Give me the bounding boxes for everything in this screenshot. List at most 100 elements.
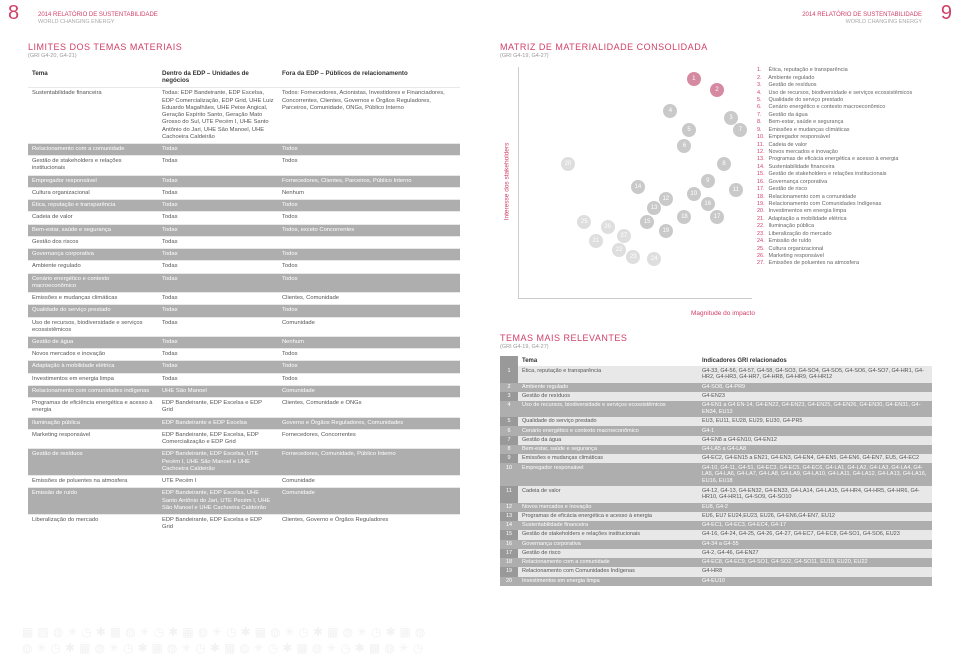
- row-gri: EU3, EU11, EU28, EU29, EU30, G4-PR5: [698, 417, 932, 426]
- legend-item: 18. Relacionamento com a comunidade: [757, 194, 932, 201]
- row-number: 2: [500, 383, 518, 392]
- legend-item: 10. Empregador responsável: [757, 134, 932, 141]
- matrix-bubble: 10: [687, 187, 701, 201]
- relevant-col-tema: Tema: [518, 356, 698, 366]
- table-cell: Clientes, Governo e Órgãos Reguladores: [278, 514, 460, 533]
- matrix-bubble: 18: [677, 210, 691, 224]
- relevant-table: Tema Indicadores GRI relacionados 1Ética…: [500, 356, 932, 585]
- table-row: Novos mercados e inovaçãoTodasTodos: [28, 349, 460, 361]
- table-cell: Todos: Fornecedores, Acionistas, Investi…: [278, 88, 460, 144]
- legend-item: 14. Sustentabilidade financeira: [757, 164, 932, 171]
- row-gri: EU8, G4-2: [698, 503, 932, 512]
- table-cell: Marketing responsável: [28, 429, 158, 448]
- table-cell: Comunidade: [278, 385, 460, 397]
- table-cell: EDP Bandeirante, EDP Escelsa e EDP Grid: [158, 514, 278, 533]
- table-cell: Sustentabilidade financeira: [28, 88, 158, 144]
- table-cell: EDP Bandeirante, EDP Escelsa, UTE Pecém …: [158, 449, 278, 476]
- table-row: Cultura organizacionalTodasNenhum: [28, 187, 460, 199]
- limits-col-dentro: Dentro da EDP – Unidades de negócios: [158, 67, 278, 88]
- table-cell: Todos: [278, 200, 460, 212]
- legend-item: 9. Emissões e mudanças climáticas: [757, 127, 932, 134]
- row-number: 17: [500, 549, 518, 558]
- table-cell: Gestão dos riscos: [28, 236, 158, 248]
- table-cell: Todos: [278, 305, 460, 317]
- legend-item: 19. Relacionamento com Comunidades Indíg…: [757, 201, 932, 208]
- table-cell: Novos mercados e inovação: [28, 349, 158, 361]
- table-row: Bem-estar, saúde e segurançaTodasTodos, …: [28, 224, 460, 236]
- row-theme: Uso de recursos, biodiversidade e serviç…: [518, 401, 698, 417]
- matrix-bubble: 27: [617, 229, 631, 243]
- row-number: 6: [500, 426, 518, 435]
- legend-item: 15. Gestão de stakeholders e relações in…: [757, 171, 932, 178]
- table-row: Liberalização do mercadoEDP Bandeirante,…: [28, 514, 460, 533]
- matrix-bubble: 14: [631, 180, 645, 194]
- matrix-bubble: 24: [647, 252, 661, 266]
- table-cell: Todas: [158, 261, 278, 273]
- table-cell: EDP Bandeirante e EDP Escelsa: [158, 417, 278, 429]
- table-row: Emissões e mudanças climáticasTodasClien…: [28, 293, 460, 305]
- row-gri: G4-12, G4-13, G4-EN32, G4-EN33, G4-LA14,…: [698, 486, 932, 502]
- table-cell: EDP Bandeirante, EDP Escelsa e EDP Grid: [158, 398, 278, 417]
- table-cell: Todos: [278, 373, 460, 385]
- table-cell: Nenhum: [278, 187, 460, 199]
- table-cell: Todas: [158, 200, 278, 212]
- table-row: Investimentos em energia limpaTodasTodos: [28, 373, 460, 385]
- row-gri: G4-EN1 a G4 EN-14, G4-EN22, G4-EN23, G4-…: [698, 401, 932, 417]
- table-cell: Todos: [278, 144, 460, 156]
- limits-title: LIMITES DOS TEMAS MATERIAIS: [28, 42, 460, 52]
- table-row: 16Governança corporativaG4-34 a G4-55: [500, 540, 932, 549]
- table-cell: Todos: [278, 156, 460, 175]
- table-cell: Relacionamento com comunidades indígenas: [28, 385, 158, 397]
- row-theme: Relacionamento com a comunidade: [518, 558, 698, 567]
- table-row: 13Programas de eficácia energética e ace…: [500, 512, 932, 521]
- row-number: 3: [500, 392, 518, 401]
- row-number: 4: [500, 401, 518, 417]
- legend-item: 23. Liberalização do mercado: [757, 231, 932, 238]
- table-cell: Gestão de água: [28, 337, 158, 349]
- table-row: 3Gestão de resíduosG4-EN23: [500, 392, 932, 401]
- matrix-axis-x: Magnitude do impacto: [514, 310, 932, 317]
- table-cell: Bem-estar, saúde e segurança: [28, 224, 158, 236]
- legend-item: 1. Ética, reputação e transparência: [757, 67, 932, 74]
- legend-item: 26. Marketing responsável: [757, 253, 932, 260]
- table-row: 6Cenário energético e contexto macroecon…: [500, 426, 932, 435]
- row-gri: G4-16, G4-24, G4-25, G4-26, G4-27, G4-EC…: [698, 530, 932, 539]
- row-number: 18: [500, 558, 518, 567]
- table-row: 18Relacionamento com a comunidadeG4-EC8,…: [500, 558, 932, 567]
- matrix-bubble: 23: [626, 250, 640, 264]
- table-cell: Emissões e mudanças climáticas: [28, 293, 158, 305]
- matrix-bubble: 20: [561, 157, 575, 171]
- table-cell: Todas: [158, 293, 278, 305]
- row-theme: Gestão de resíduos: [518, 392, 698, 401]
- row-gri: G4-LA5 a G4-LA8: [698, 445, 932, 454]
- header-sub-r: WORLD CHANGING ENERGY: [846, 19, 922, 25]
- table-row: 5Qualidade do serviço prestadoEU3, EU11,…: [500, 417, 932, 426]
- table-row: 12Novos mercados e inovaçãoEU8, G4-2: [500, 503, 932, 512]
- page-left: 8 2014 RELATÓRIO DE SUSTENTABILIDADE WOR…: [0, 0, 480, 668]
- table-cell: Todas: [158, 224, 278, 236]
- row-gri: G4-2, G4-46, G4-EN27: [698, 549, 932, 558]
- table-cell: Programas de eficiência energética e ace…: [28, 398, 158, 417]
- row-theme: Gestão da água: [518, 436, 698, 445]
- header-sub: WORLD CHANGING ENERGY: [38, 19, 114, 25]
- table-cell: Todas: [158, 175, 278, 187]
- table-row: Qualidade do serviço prestadoTodasTodos: [28, 305, 460, 317]
- table-row: Cadeia de valorTodasTodos: [28, 212, 460, 224]
- row-gri: G4-10, G4-11, G4-51, G4-EC3, G4-EC5, G4-…: [698, 463, 932, 486]
- legend-item: 8. Bem-estar, saúde e segurança: [757, 119, 932, 126]
- table-row: Iluminação públicaEDP Bandeirante e EDP …: [28, 417, 460, 429]
- matrix-bubble: 4: [663, 104, 677, 118]
- row-theme: Ambiente regulado: [518, 383, 698, 392]
- matrix-bubble: 21: [589, 234, 603, 248]
- table-row: Programas de eficiência energética e ace…: [28, 398, 460, 417]
- matrix-bubble: 8: [717, 157, 731, 171]
- table-row: Ambiente reguladoTodasTodos: [28, 261, 460, 273]
- table-row: Gestão de resíduosEDP Bandeirante, EDP E…: [28, 449, 460, 476]
- row-number: 14: [500, 521, 518, 530]
- table-cell: Todas: [158, 273, 278, 292]
- row-gri: G4-EC8, G4-EC9, G4-SO1, G4-SO2, G4-SO11,…: [698, 558, 932, 567]
- table-row: 20Investimentos em energia limpaG4-EU10: [500, 577, 932, 586]
- table-cell: Cenário energético e contexto macroeconô…: [28, 273, 158, 292]
- legend-item: 3. Gestão de resíduos: [757, 82, 932, 89]
- table-row: Empregador responsávelTodasFornecedores,…: [28, 175, 460, 187]
